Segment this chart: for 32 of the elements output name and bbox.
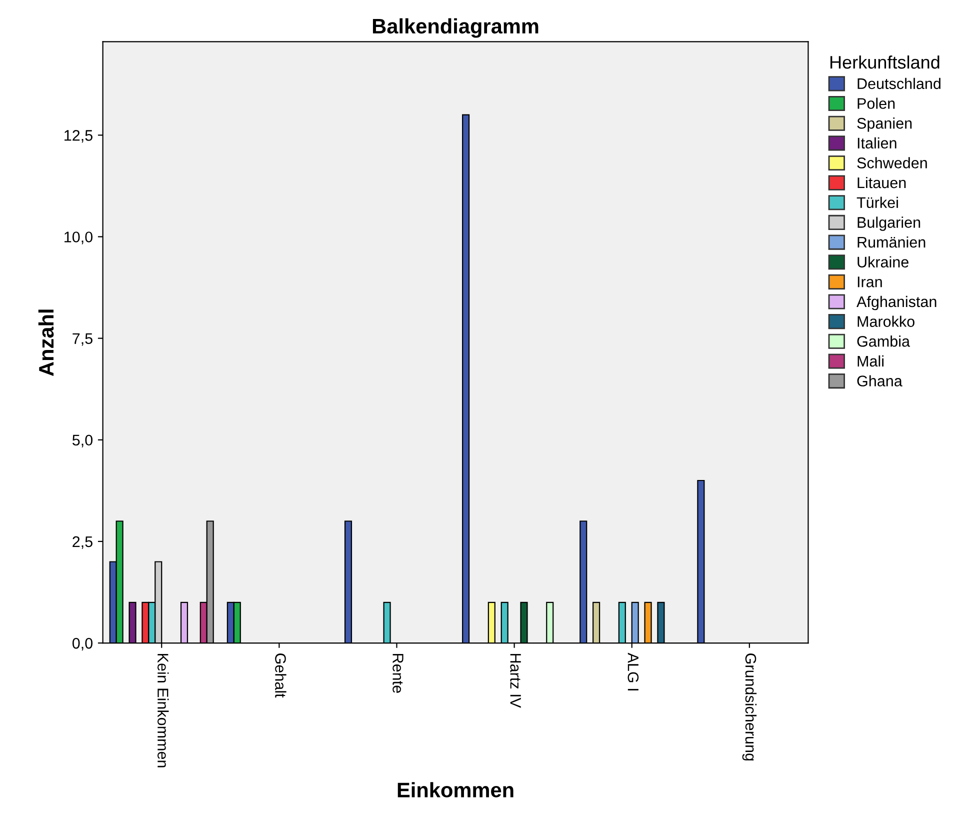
y-axis-title: Anzahl xyxy=(38,310,54,376)
legend-label: Marokko xyxy=(858,316,914,327)
x-axis-title: Einkommen xyxy=(398,782,514,798)
legend-label: Ukraine xyxy=(858,256,908,268)
legend-label: Polen xyxy=(858,98,895,109)
x-tick-label: ALG I xyxy=(628,652,639,690)
legend-label: Ghana xyxy=(857,375,902,386)
legend-label: Italien xyxy=(858,137,896,149)
y-tick-label: 0,0 xyxy=(72,638,93,651)
y-tick-label: 7,5 xyxy=(72,333,92,346)
legend-label: Türkei xyxy=(856,196,898,208)
legend-title: Herkunftsland xyxy=(830,55,940,69)
y-tick-label: 5,0 xyxy=(72,434,93,448)
legend-label: Spanien xyxy=(857,118,912,132)
x-tick-label: Rente xyxy=(392,654,404,693)
legend-label: Iran xyxy=(858,276,882,288)
y-tick-label: 2,5 xyxy=(72,536,92,549)
chart-title: Balkendiagramm xyxy=(372,18,538,38)
legend-label: Mali xyxy=(858,355,884,367)
legend-label: Schweden xyxy=(857,157,927,168)
legend-label: Afghanistan xyxy=(856,296,936,310)
legend-label: Deutschland xyxy=(858,78,940,90)
y-tick-label: 10,0 xyxy=(64,232,93,244)
x-tick-label: Gehalt xyxy=(275,654,286,698)
x-tick-label: Hartz IV xyxy=(510,654,521,708)
legend-label: Gambia xyxy=(857,336,910,347)
x-tick-label: Grundsicherung xyxy=(742,654,757,760)
x-tick-label: Kein Einkommen xyxy=(158,654,169,768)
y-tick-label: 12,5 xyxy=(64,130,92,143)
legend-label: Bulgarien xyxy=(858,216,920,231)
legend-label: Litauen xyxy=(858,176,906,188)
legend-label: Rumänien xyxy=(858,236,926,248)
